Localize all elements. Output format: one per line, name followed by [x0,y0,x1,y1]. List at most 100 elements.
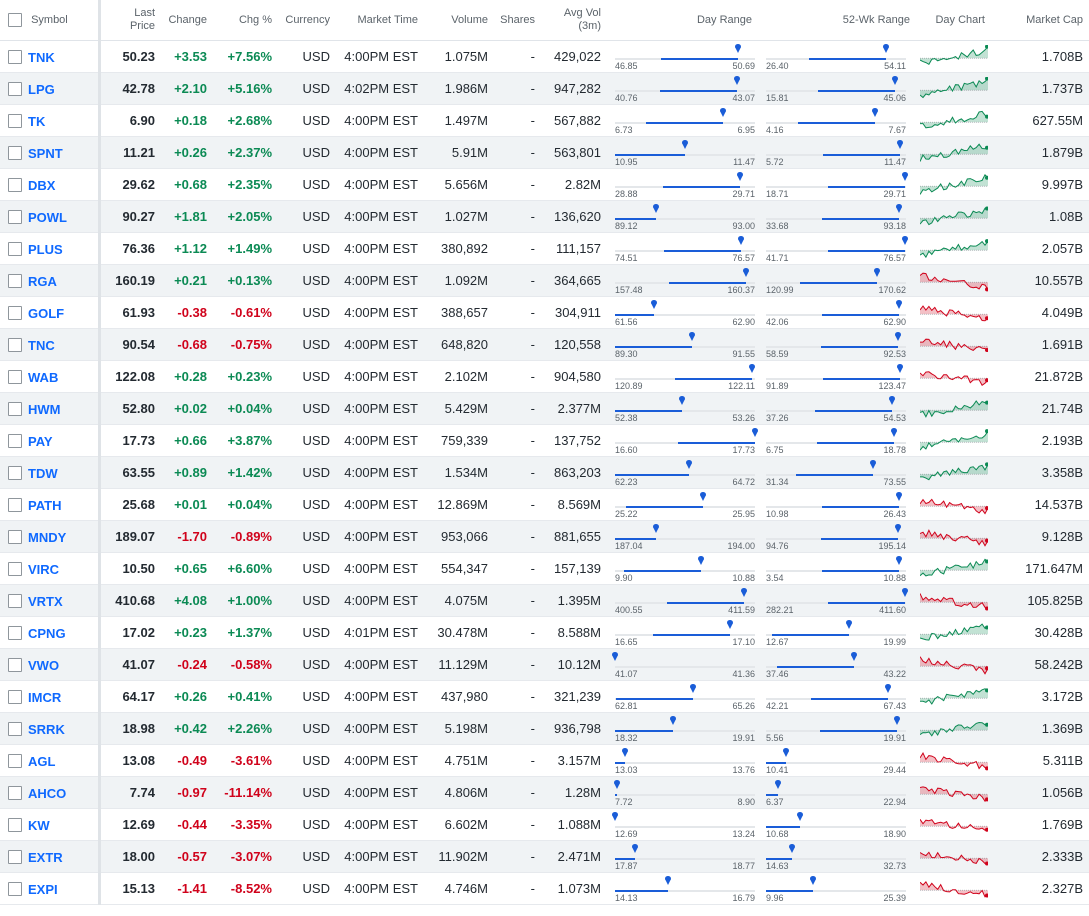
column-header-avg-vol[interactable]: Avg Vol (3m) [541,0,607,41]
table-row[interactable]: IMCR 64.17 +0.26 +0.41% USD 4:00PM EST 437,980… [0,680,1089,713]
table-row[interactable]: VIRC 10.50 +0.65 +6.60% USD 4:00PM EST 554,347… [0,552,1089,585]
ticker-link[interactable]: TNK [28,49,55,65]
row-checkbox[interactable] [8,242,22,257]
row-checkbox[interactable] [8,466,22,481]
row-checkbox[interactable] [8,818,22,833]
day-chart[interactable] [916,744,991,777]
day-chart[interactable] [916,232,991,265]
ticker-link[interactable]: TDW [28,465,58,481]
ticker-link[interactable]: AHCO [28,785,67,801]
table-row[interactable]: VRTX 410.68 +4.08 +1.00% USD 4:00PM EST 4.075M… [0,584,1089,617]
table-row[interactable]: PAY 17.73 +0.66 +3.87% USD 4:00PM EST 759,339-… [0,424,1089,457]
day-chart[interactable] [916,456,991,489]
row-checkbox[interactable] [8,178,22,193]
column-header-last-price[interactable]: Last Price [99,0,161,41]
row-checkbox[interactable] [8,786,22,801]
ticker-link[interactable]: PATH [28,497,62,513]
row-checkbox[interactable] [8,658,22,673]
column-header-volume[interactable]: Volume [424,0,494,41]
row-checkbox[interactable] [8,50,22,65]
row-checkbox[interactable] [8,562,22,577]
ticker-link[interactable]: CPNG [28,625,66,641]
table-row[interactable]: AGL 13.08 -0.49 -3.61% USD 4:00PM EST 4.751M -3… [0,744,1089,777]
row-checkbox[interactable] [8,146,22,161]
table-row[interactable]: KW 12.69 -0.44 -3.35% USD 4:00PM EST 6.602M -1.… [0,808,1089,841]
day-chart[interactable] [916,712,991,745]
ticker-link[interactable]: VWO [28,657,60,673]
day-chart[interactable] [916,872,991,905]
day-chart[interactable] [916,648,991,681]
row-checkbox[interactable] [8,594,22,609]
table-row[interactable]: EXPI 15.13 -1.41 -8.52% USD 4:00PM EST 4.746M -… [0,872,1089,905]
table-row[interactable]: CPNG 17.02 +0.23 +1.37% USD 4:01PM EST 30.478M… [0,616,1089,649]
day-chart[interactable] [916,552,991,585]
ticker-link[interactable]: RGA [28,273,57,289]
table-row[interactable]: MNDY 189.07 -1.70 -0.89% USD 4:00PM EST 953,06… [0,520,1089,553]
ticker-link[interactable]: PLUS [28,241,63,257]
ticker-link[interactable]: SPNT [28,145,63,161]
column-header-change[interactable]: Change [161,0,213,41]
row-checkbox[interactable] [8,306,22,321]
day-chart[interactable] [916,424,991,457]
row-checkbox[interactable] [8,530,22,545]
ticker-link[interactable]: POWL [28,209,67,225]
day-chart[interactable] [916,840,991,873]
table-row[interactable]: VWO 41.07 -0.24 -0.58% USD 4:00PM EST 11.129M -… [0,648,1089,681]
ticker-link[interactable]: EXPI [28,881,58,897]
row-checkbox[interactable] [8,690,22,705]
table-row[interactable]: SPNT 11.21 +0.26 +2.37% USD 4:00PM EST 5.91M -5… [0,136,1089,169]
ticker-link[interactable]: DBX [28,177,56,193]
row-checkbox[interactable] [8,274,22,289]
row-checkbox[interactable] [8,850,22,865]
row-checkbox[interactable] [8,114,22,129]
column-header-currency[interactable]: Currency [278,0,336,41]
ticker-link[interactable]: AGL [28,753,56,769]
table-row[interactable]: PATH 25.68 +0.01 +0.04% USD 4:00PM EST 12.869M… [0,488,1089,521]
row-checkbox[interactable] [8,338,22,353]
table-row[interactable]: TK 6.90 +0.18 +2.68% USD 4:00PM EST 1.497M -567… [0,104,1089,137]
column-header-market-time[interactable]: Market Time [336,0,424,41]
column-header-market-cap[interactable]: Market Cap [991,0,1089,41]
table-row[interactable]: RGA 160.19 +0.21 +0.13% USD 4:00PM EST 1.092M -… [0,264,1089,297]
day-chart[interactable] [916,360,991,393]
column-header-day-chart[interactable]: Day Chart [916,0,991,41]
day-chart[interactable] [916,296,991,329]
table-row[interactable]: TNK 50.23 +3.53 +7.56% USD 4:00PM EST 1.075M -4… [0,40,1089,73]
day-chart[interactable] [916,616,991,649]
ticker-link[interactable]: GOLF [28,305,65,321]
ticker-link[interactable]: KW [28,817,50,833]
ticker-link[interactable]: MNDY [28,529,67,545]
ticker-link[interactable]: VIRC [28,561,60,577]
ticker-link[interactable]: EXTR [28,849,63,865]
row-checkbox[interactable] [8,882,22,897]
row-checkbox[interactable] [8,370,22,385]
table-row[interactable]: DBX 29.62 +0.68 +2.35% USD 4:00PM EST 5.656M -2… [0,168,1089,201]
table-row[interactable]: PLUS 76.36 +1.12 +1.49% USD 4:00PM EST 380,892… [0,232,1089,265]
row-checkbox[interactable] [8,722,22,737]
row-checkbox[interactable] [8,626,22,641]
table-row[interactable]: POWL 90.27 +1.81 +2.05% USD 4:00PM EST 1.027M -… [0,200,1089,233]
column-header-day-range[interactable]: Day Range [607,0,758,41]
day-chart[interactable] [916,488,991,521]
day-chart[interactable] [916,392,991,425]
day-chart[interactable] [916,72,991,105]
ticker-link[interactable]: IMCR [28,689,62,705]
ticker-link[interactable]: VRTX [28,593,63,609]
day-chart[interactable] [916,776,991,809]
table-row[interactable]: WAB 122.08 +0.28 +0.23% USD 4:00PM EST 2.102M -… [0,360,1089,393]
day-chart[interactable] [916,680,991,713]
column-header-shares[interactable]: Shares [494,0,541,41]
select-all-checkbox[interactable] [8,13,22,27]
ticker-link[interactable]: SRRK [28,721,65,737]
day-chart[interactable] [916,520,991,553]
ticker-link[interactable]: HWM [28,401,61,417]
day-chart[interactable] [916,808,991,841]
ticker-link[interactable]: TNC [28,337,55,353]
column-header-chg-pct[interactable]: Chg % [213,0,278,41]
day-chart[interactable] [916,104,991,137]
day-chart[interactable] [916,200,991,233]
day-chart[interactable] [916,264,991,297]
table-row[interactable]: AHCO 7.74 -0.97 -11.14% USD 4:00PM EST 4.806M -… [0,776,1089,809]
table-row[interactable]: GOLF 61.93 -0.38 -0.61% USD 4:00PM EST 388,657… [0,296,1089,329]
column-header-symbol[interactable]: Symbol [0,0,101,41]
